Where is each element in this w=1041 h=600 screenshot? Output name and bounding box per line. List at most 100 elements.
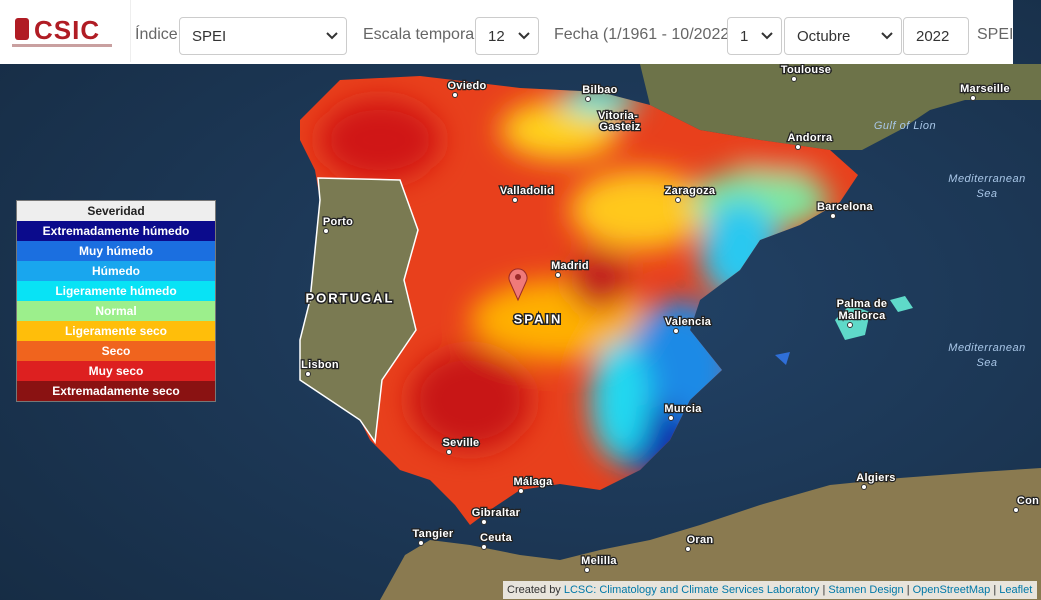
day-select[interactable]: 1 <box>727 17 782 55</box>
place-label: Algiers <box>856 472 895 484</box>
water-label: Mediterranean <box>948 173 1025 185</box>
place-dot <box>452 92 458 98</box>
month-value: Octubre <box>797 28 851 45</box>
chevron <box>326 32 338 40</box>
place-dot <box>603 122 609 128</box>
france-land <box>560 64 1041 150</box>
place-label: Toulouse <box>781 64 831 76</box>
place-dot <box>481 544 487 550</box>
place-label: Gibraltar <box>472 507 521 519</box>
menorca <box>890 296 913 312</box>
place-label: Málaga <box>513 476 553 488</box>
place-dot <box>685 546 691 552</box>
legend: Severidad Extremadamente húmedo Muy húmed… <box>16 200 216 402</box>
country-label: SPAIN <box>514 311 563 326</box>
place-dot <box>512 197 518 203</box>
place-label: Oran <box>687 534 714 546</box>
place-dot <box>1013 507 1019 513</box>
place-label: Valencia <box>665 316 712 328</box>
escala-value: 12 <box>488 28 505 45</box>
toolbar: CSIC Índice SPEI Escala temporal 12 Fech… <box>0 0 1013 64</box>
pin <box>508 268 528 302</box>
legend-item: Seco <box>17 341 215 361</box>
legend-item: Muy húmedo <box>17 241 215 261</box>
place-dot <box>555 272 561 278</box>
place-label: Bilbao <box>582 84 617 96</box>
place-label: Oviedo <box>447 80 486 92</box>
water-label: Sea <box>976 188 997 200</box>
logo: CSIC <box>0 0 131 62</box>
ibiza <box>775 352 790 365</box>
country-label: PORTUGAL <box>306 290 395 305</box>
escala-label: Escala temporal <box>363 26 478 43</box>
place-label: Madrid <box>551 260 589 272</box>
place-label: Lisbon <box>301 359 339 371</box>
portugal-land <box>299 177 419 445</box>
place-dot <box>481 519 487 525</box>
attribution: Created by LCSC: Climatology and Climate… <box>503 581 1037 599</box>
place-dot <box>518 488 524 494</box>
attribution-link[interactable]: OpenStreetMap <box>912 584 991 596</box>
place-label: Vitoria- <box>598 110 638 122</box>
place-label: Con <box>1017 495 1039 507</box>
indice-value: SPEI <box>192 28 227 45</box>
place-label: Marseille <box>960 83 1010 95</box>
water-label: Sea <box>976 357 997 369</box>
legend-item: Ligeramente seco <box>17 321 215 341</box>
place-dot <box>830 213 836 219</box>
indice-label: Índice <box>135 26 178 43</box>
place-dot <box>305 371 311 377</box>
legend-item: Húmedo <box>17 261 215 281</box>
legend-item: Muy seco <box>17 361 215 381</box>
place-dot <box>585 96 591 102</box>
place-dot <box>584 567 590 573</box>
place-label: Gasteiz <box>599 121 640 133</box>
place-label: Mallorca <box>838 310 886 322</box>
year-input[interactable]: 2022 <box>903 17 969 55</box>
place-dot <box>673 328 679 334</box>
mallorca <box>835 305 870 340</box>
place-dot <box>418 540 424 546</box>
month-select[interactable]: Octubre <box>784 17 902 55</box>
place-label: Ceuta <box>480 532 513 544</box>
place-label: Tangier <box>412 528 453 540</box>
place-dot <box>970 95 976 101</box>
place-dot <box>446 449 452 455</box>
legend-item: Extremadamente seco <box>17 381 215 401</box>
place-dot <box>847 322 853 328</box>
legend-title: Severidad <box>17 201 215 221</box>
chevron <box>761 32 773 40</box>
place-label: Palma de <box>837 298 888 310</box>
fecha-label: Fecha (1/1961 - 10/2022) <box>554 26 735 43</box>
place-dot <box>795 144 801 150</box>
attribution-link[interactable]: Leaflet <box>999 584 1033 596</box>
place-label: Barcelona <box>817 201 873 213</box>
place-dot <box>861 484 867 490</box>
legend-item: Extremadamente húmedo <box>17 221 215 241</box>
place-label: Zaragoza <box>665 185 716 197</box>
trailing-label: SPEI <box>977 26 1014 43</box>
chevron <box>518 32 530 40</box>
year-value: 2022 <box>916 28 950 45</box>
place-dot <box>675 197 681 203</box>
indice-select[interactable]: SPEI <box>179 17 347 55</box>
place-label: Porto <box>323 216 353 228</box>
day-value: 1 <box>740 28 749 45</box>
legend-item: Ligeramente húmedo <box>17 281 215 301</box>
africa-land <box>380 468 1041 600</box>
logo-text: CSIC <box>34 15 101 45</box>
attribution-prefix: Created by <box>507 584 561 596</box>
place-label: Murcia <box>664 403 702 415</box>
escala-select[interactable]: 12 <box>475 17 539 55</box>
attribution-link[interactable]: LCSC: Climatology and Climate Services L… <box>563 584 820 596</box>
chevron <box>881 32 893 40</box>
place-label: Melilla <box>581 555 617 567</box>
water-label: Gulf of Lion <box>874 120 936 132</box>
place-label: Seville <box>443 437 480 449</box>
place-dot <box>668 415 674 421</box>
legend-item: Normal <box>17 301 215 321</box>
place-dot <box>323 228 329 234</box>
attribution-link[interactable]: Stamen Design <box>828 584 904 596</box>
